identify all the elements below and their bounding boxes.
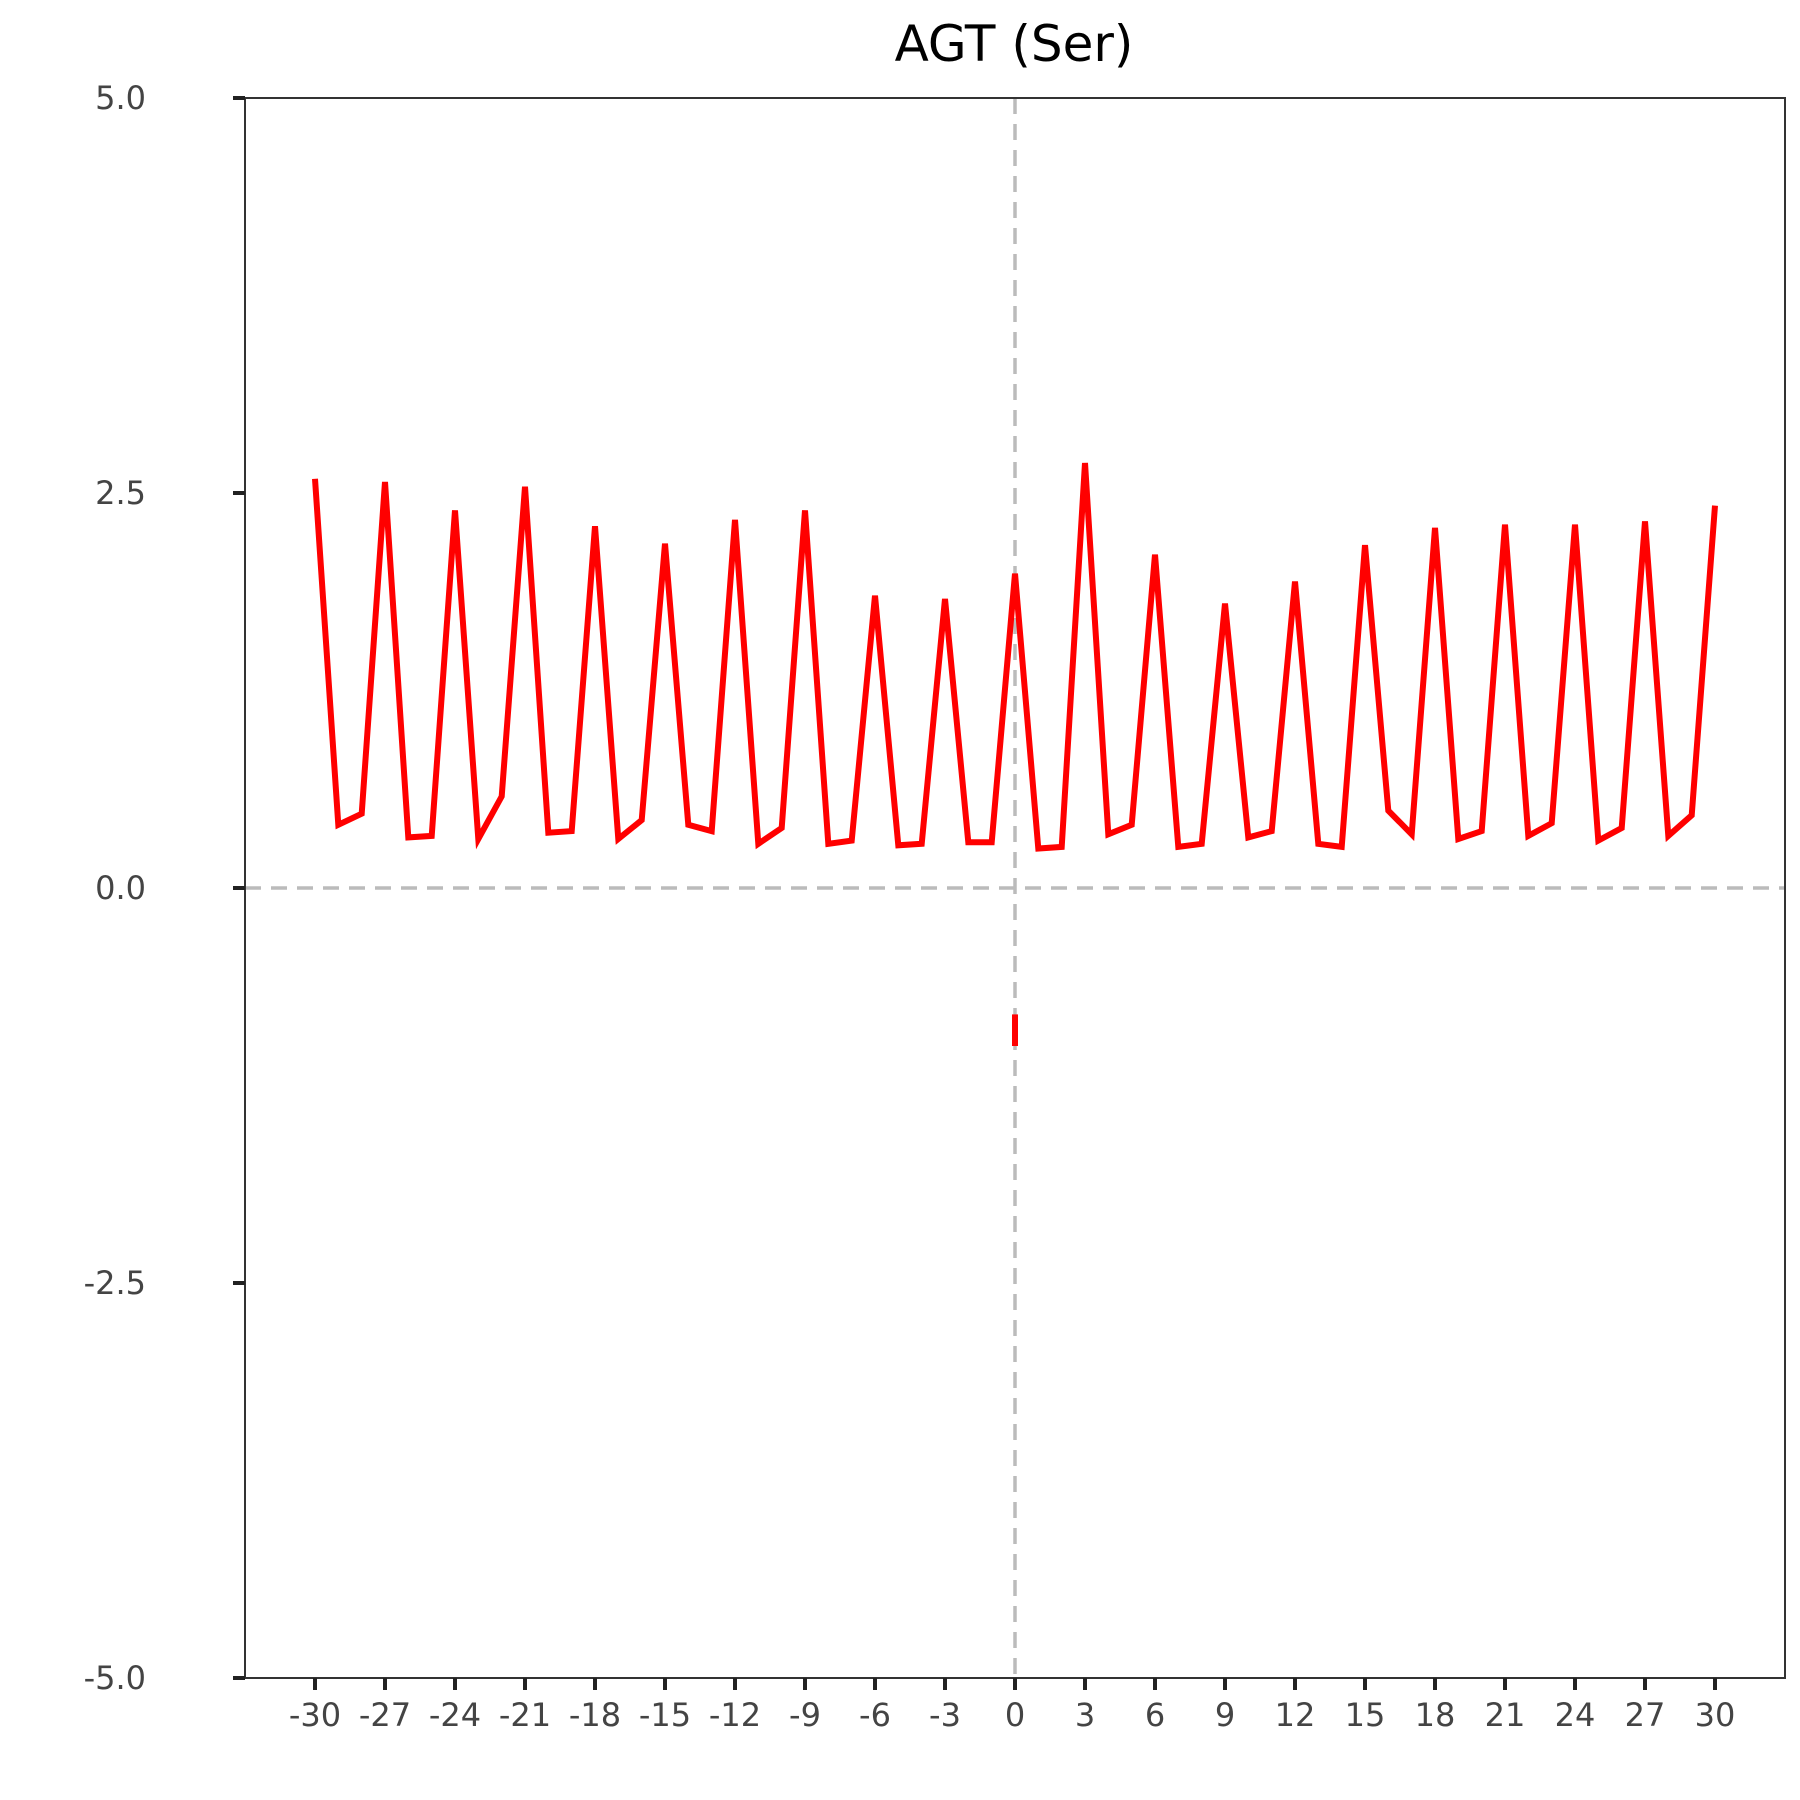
x-tick-label: 30: [1695, 1696, 1736, 1734]
x-tick-label: 21: [1485, 1696, 1526, 1734]
y-tick-label: 5.0: [95, 79, 146, 117]
x-tick-label: 6: [1145, 1696, 1165, 1734]
x-tick-label: 0: [1005, 1696, 1025, 1734]
x-tick-label: 12: [1275, 1696, 1316, 1734]
x-tick-label: 3: [1075, 1696, 1095, 1734]
x-tick-label: 9: [1215, 1696, 1235, 1734]
y-tick-label: 2.5: [95, 474, 146, 512]
y-tick-label: 0.0: [95, 869, 146, 907]
x-tick-label: -27: [359, 1696, 411, 1734]
x-axis: -30 -27 -24 -21 -18 -15 -12 -9 -6 -3 0 3 6 9 12 15 18 21 2…: [289, 1678, 1735, 1734]
y-tick-label: -5.0: [84, 1659, 146, 1697]
x-tick-label: 24: [1555, 1696, 1596, 1734]
x-tick-label: -9: [789, 1696, 821, 1734]
x-tick-label: -15: [639, 1696, 691, 1734]
reference-lines: [245, 98, 1785, 1678]
chart-title: AGT (Ser): [895, 15, 1134, 73]
x-tick-label: -3: [929, 1696, 961, 1734]
x-tick-label: 18: [1415, 1696, 1456, 1734]
y-tick-label: -2.5: [84, 1264, 146, 1302]
x-tick-label: -6: [859, 1696, 891, 1734]
x-tick-label: -24: [429, 1696, 481, 1734]
x-tick-label: 27: [1625, 1696, 1666, 1734]
x-tick-label: -30: [289, 1696, 341, 1734]
x-tick-label: -21: [499, 1696, 551, 1734]
x-tick-label: -12: [709, 1696, 761, 1734]
series-line-1: [312, 462, 1718, 852]
x-tick-label: -18: [569, 1696, 621, 1734]
y-axis: 5.0 2.5 0.0 -2.5 -5.0: [84, 79, 245, 1697]
series-layer: [312, 462, 1718, 1046]
x-tick-label: 15: [1345, 1696, 1386, 1734]
